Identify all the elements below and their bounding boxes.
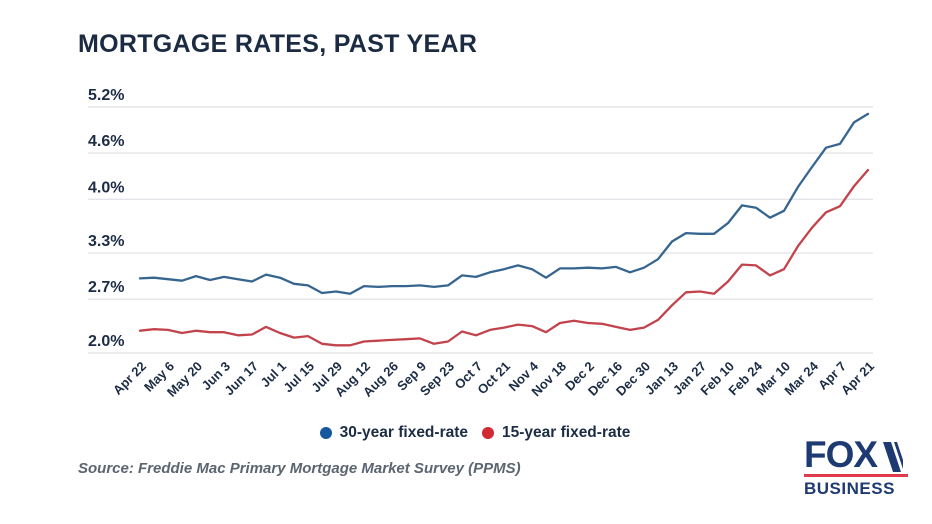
logo-business-text: BUSINESS (804, 479, 895, 498)
legend-item-30-year: 30-year fixed-rate (319, 424, 468, 442)
page-title: MORTGAGE RATES, PAST YEAR (78, 30, 478, 58)
legend-dot-30-year-icon (319, 427, 332, 439)
legend-label-15-year: 15-year fixed-rate (502, 424, 631, 441)
svg-text:4.0%: 4.0% (88, 179, 124, 196)
legend-item-15-year: 15-year fixed-rate (482, 424, 630, 442)
legend-dot-15-year-icon (482, 427, 494, 439)
legend-label-30-year: 30-year fixed-rate (339, 424, 468, 441)
svg-text:Jul 15: Jul 15 (280, 359, 317, 396)
svg-text:4.6%: 4.6% (88, 133, 124, 150)
svg-text:2.7%: 2.7% (88, 279, 124, 296)
svg-text:5.2%: 5.2% (88, 87, 124, 104)
fox-business-logo: FOX BUSINESS (804, 434, 908, 499)
logo-red-rule (804, 474, 908, 477)
svg-text:Apr 22: Apr 22 (110, 359, 149, 398)
svg-text:2.0%: 2.0% (88, 333, 124, 350)
svg-text:3.3%: 3.3% (88, 233, 124, 250)
searchlight-beam-icon (883, 442, 904, 472)
logo-top-row: FOX (804, 434, 908, 475)
source-note: Source: Freddie Mac Primary Mortgage Mar… (78, 460, 521, 477)
legend: 30-year fixed-rate 15-year fixed-rate (0, 424, 932, 442)
logo-fox-text: FOX (804, 434, 878, 475)
